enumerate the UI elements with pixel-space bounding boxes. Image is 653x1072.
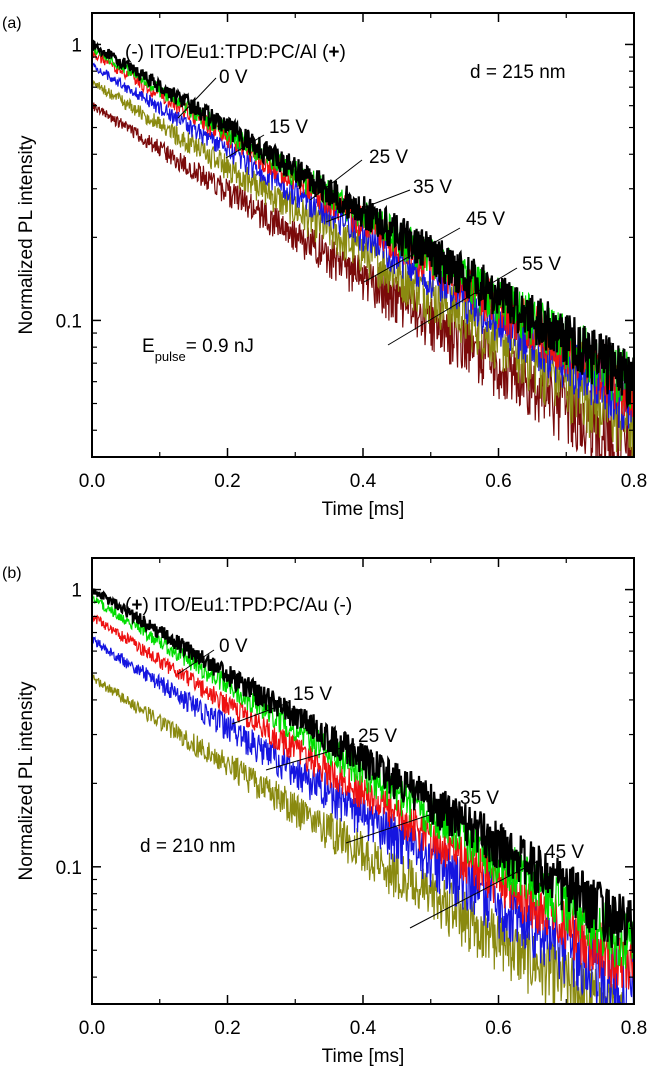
thickness-annotation: d = 210 nm xyxy=(140,836,236,857)
x-tick-label: 0.0 xyxy=(79,471,105,492)
voltage-leader-line xyxy=(325,189,411,223)
y-tick-label: 0.1 xyxy=(56,858,82,879)
voltage-leader-line xyxy=(387,267,518,346)
plot-area xyxy=(92,588,634,1004)
voltage-label: 15 V xyxy=(269,117,308,138)
chart-panel-b: (b) 0.0 0.2 0.4 0.6 0.8 0.1 1 Time [ms] Normalize… xyxy=(2,557,647,1067)
plot-area xyxy=(92,39,634,457)
voltage-leader-line xyxy=(409,859,541,929)
voltage-label: 55 V xyxy=(522,254,561,275)
voltage-label: 45 V xyxy=(545,842,584,863)
x-tick-label: 0.6 xyxy=(485,1018,511,1039)
pulse-energy-annotation: Epulse= 0.9 nJ xyxy=(142,336,254,364)
voltage-leader-line xyxy=(225,134,265,159)
x-tick-label: 0.2 xyxy=(214,471,240,492)
voltage-leader-line xyxy=(177,649,215,675)
x-tick-label: 0.2 xyxy=(214,1018,240,1039)
y-tick-label: 1 xyxy=(71,35,82,56)
x-tick-label: 0.8 xyxy=(621,471,647,492)
voltage-leader-line xyxy=(265,743,356,771)
voltage-label: 25 V xyxy=(358,726,397,747)
voltage-label: 35 V xyxy=(413,177,452,198)
panel-label: (a) xyxy=(2,15,22,32)
y-axis-title: Normalized PL intensity xyxy=(16,135,37,334)
series-line-35-v xyxy=(92,636,634,1004)
x-axis-title: Time [ms] xyxy=(322,499,405,520)
voltage-label: 45 V xyxy=(466,209,505,230)
x-tick-label: 0.6 xyxy=(485,471,511,492)
x-tick-label: 0.8 xyxy=(621,1018,647,1039)
panel-label: (b) xyxy=(2,565,22,582)
y-tick-label: 0.1 xyxy=(56,311,82,332)
x-tick-label: 0.4 xyxy=(350,471,377,492)
y-axis-title: Normalized PL intensity xyxy=(16,681,37,880)
series-line-0-v xyxy=(92,588,634,954)
voltage-leader-line xyxy=(177,77,217,119)
thickness-annotation: d = 215 nm xyxy=(470,62,566,83)
voltage-leader-line xyxy=(363,227,461,283)
voltage-label: 35 V xyxy=(460,788,499,809)
voltage-label: 0 V xyxy=(219,67,248,88)
voltage-label: 15 V xyxy=(293,684,332,705)
x-tick-label: 0.4 xyxy=(350,1018,377,1039)
voltage-leader-line xyxy=(345,805,457,844)
x-tick-label: 0.0 xyxy=(79,1018,105,1039)
series-line-25-v xyxy=(92,614,634,990)
chart-title: (+) ITO/Eu1:TPD:PC/Au (-) xyxy=(125,595,352,616)
y-tick-label: 1 xyxy=(71,581,82,602)
voltage-label: 25 V xyxy=(369,147,408,168)
series-line-15-v xyxy=(92,595,634,969)
series-line-25-v xyxy=(92,62,634,432)
chart-title: (-) ITO/Eu1:TPD:PC/Al (+) xyxy=(125,42,346,63)
series-line-0-v xyxy=(92,39,634,410)
voltage-label: 0 V xyxy=(219,636,248,657)
voltage-leader-line xyxy=(309,159,363,201)
chart-panel-a: (a) 0.0 0.2 0.4 0.6 0.8 0.1 1 Time [ms] Normalize… xyxy=(2,12,647,520)
series-line-45-v xyxy=(92,102,634,457)
voltage-leader-line xyxy=(231,701,291,725)
x-axis-title: Time [ms] xyxy=(322,1046,405,1067)
